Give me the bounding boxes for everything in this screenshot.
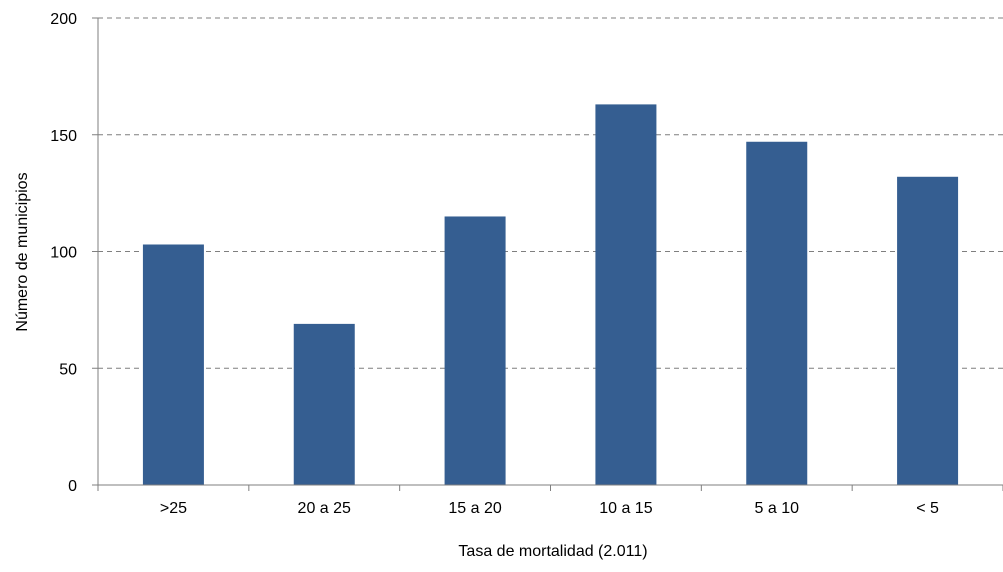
y-tick-label-150: 150 (50, 128, 77, 145)
bars (142, 104, 959, 486)
x-tick-label-1: 20 a 25 (298, 500, 351, 517)
x-tick-labels: >25 20 a 25 15 a 20 10 a 15 5 a 10 < 5 (160, 500, 939, 517)
y-tick-label-200: 200 (50, 11, 77, 28)
axes (92, 17, 1003, 491)
bar-3 (595, 104, 657, 486)
x-tick-label-4: 5 a 10 (755, 500, 800, 517)
x-tick-label-0: >25 (160, 500, 187, 517)
bar-1 (293, 323, 355, 485)
gridlines (98, 17, 1003, 369)
bar-4 (746, 141, 808, 485)
x-tick-label-2: 15 a 20 (448, 500, 501, 517)
bar-5 (897, 176, 959, 485)
x-axis-title: Tasa de mortalidad (2.011) (458, 543, 647, 560)
bar-0 (142, 244, 204, 485)
y-tick-label-50: 50 (59, 361, 77, 378)
y-tick-label-100: 100 (50, 245, 77, 262)
y-tick-labels: 0 50 100 150 200 (50, 11, 77, 495)
y-tick-label-0: 0 (68, 478, 77, 495)
x-tick-label-3: 10 a 15 (599, 500, 652, 517)
x-tick-label-5: < 5 (916, 500, 939, 517)
bar-2 (444, 216, 506, 485)
y-axis-title: Número de municipios (14, 172, 31, 331)
